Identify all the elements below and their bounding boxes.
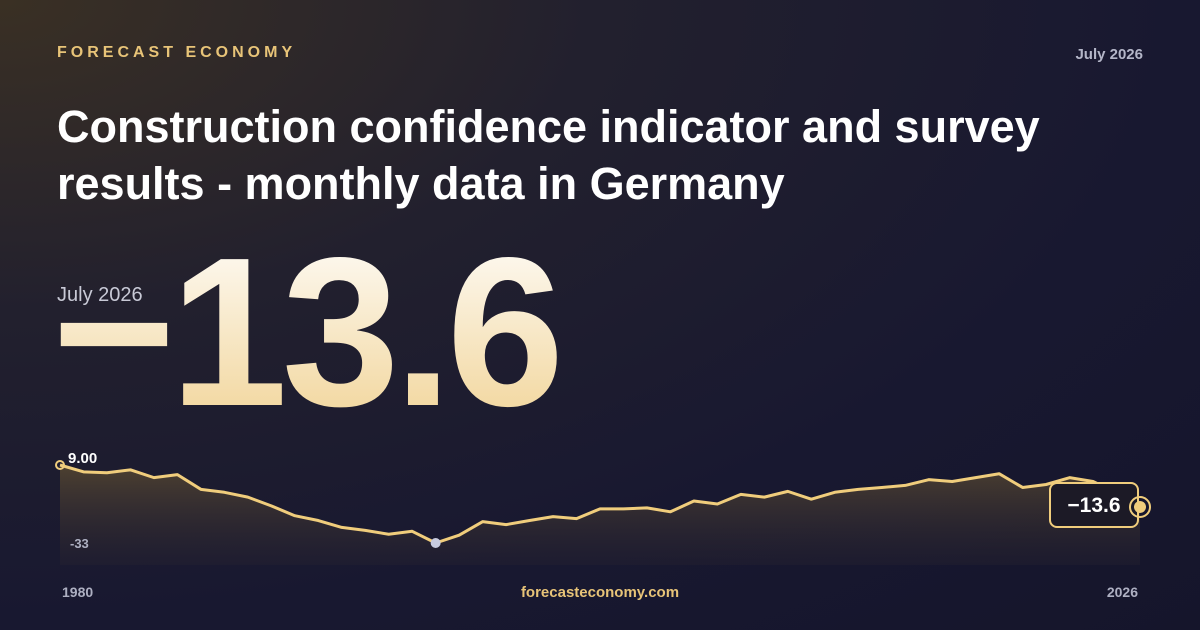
headline-label: July 2026 <box>57 284 143 306</box>
x-tick-label: 1980 <box>62 584 93 600</box>
annotation-label: −13.6 <box>1067 494 1120 517</box>
line-area <box>60 465 1140 565</box>
start-marker <box>55 460 65 470</box>
end-marker <box>1134 500 1146 513</box>
date: July 2026 <box>1075 46 1143 63</box>
end-ring <box>1129 495 1151 518</box>
y-tick-label: -33 <box>70 536 89 551</box>
brand: FORECAST ECONOMY <box>57 44 297 61</box>
title: Construction confidence indicator and su… <box>57 101 1040 209</box>
min-marker <box>430 538 441 548</box>
x-tick-label: 2026 <box>1107 584 1138 600</box>
y-tick-label: 9.00 <box>68 450 97 467</box>
headline-value: −13.6 <box>52 213 558 450</box>
footer: forecasteconomy.com <box>520 584 680 601</box>
line <box>59 463 1141 545</box>
